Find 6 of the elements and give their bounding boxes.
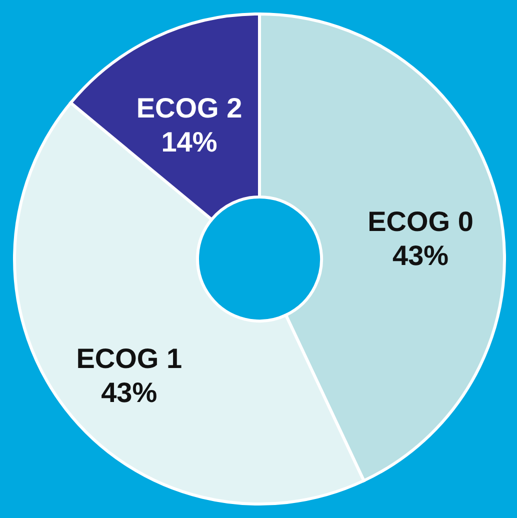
data-label: 14%	[161, 126, 218, 158]
data-label: 43%	[101, 377, 158, 408]
slice-label: ECOG 1	[76, 343, 182, 374]
slice-label: ECOG 2	[136, 92, 242, 124]
data-label: 43%	[392, 240, 449, 272]
slice-label: ECOG 0	[368, 206, 474, 238]
